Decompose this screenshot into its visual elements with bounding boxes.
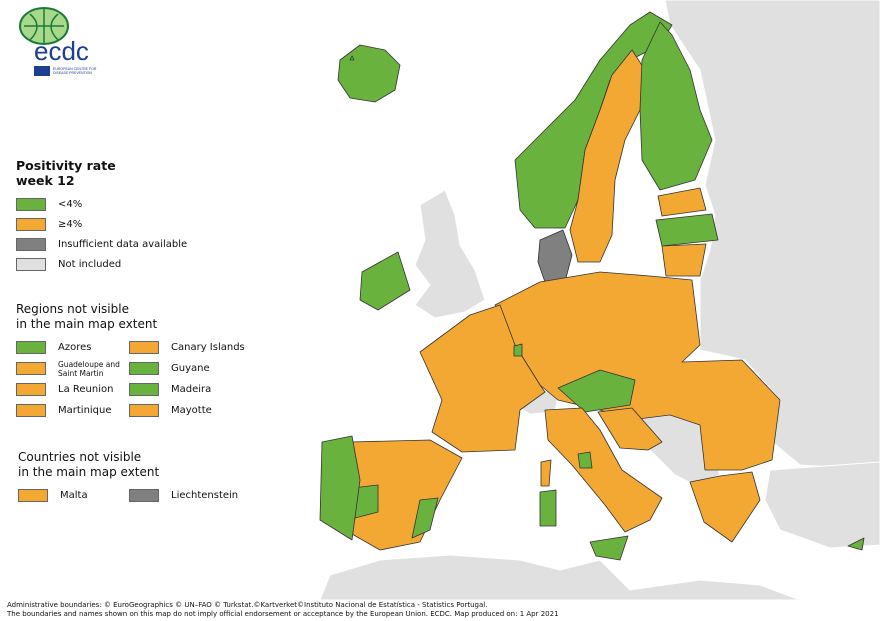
region-label: Madeira [171, 384, 212, 395]
regions-not-visible-legend: Regions not visible in the main map exte… [16, 302, 269, 418]
section-title: Regions not visible [16, 302, 129, 316]
positivity-legend: Positivity rate week 12 <4% ≥4% Insuffic… [16, 158, 187, 274]
legend-swatch [129, 362, 159, 375]
legend-swatch [16, 362, 46, 375]
map-region-norway-north [349, 55, 355, 61]
legend-swatch [129, 404, 159, 417]
legend-swatch [16, 341, 46, 354]
legend-swatch [129, 489, 159, 502]
legend-swatch [16, 404, 46, 417]
svg-text:DISEASE PREVENTION: DISEASE PREVENTION [53, 71, 92, 75]
map-region-corsica [540, 459, 552, 487]
map-region-cyprus [847, 537, 865, 551]
legend-swatch [16, 257, 46, 271]
country-label: Malta [60, 490, 88, 501]
map-region-croatia-slovenia [597, 407, 663, 451]
legend-title: Positivity rate [16, 158, 116, 173]
attribution-footer: Administrative boundaries: © EuroGeograp… [7, 601, 559, 619]
legend-swatch [129, 383, 159, 396]
section-subtitle: in the main map extent [16, 317, 158, 331]
region-item-madeira: Madeira [129, 382, 269, 397]
country-label: Liechtenstein [171, 490, 239, 501]
region-item-martinique: Martinique [16, 403, 129, 418]
map-region-sicily [589, 535, 629, 561]
country-item-liechtenstein: Liechtenstein [129, 488, 269, 503]
legend-label: ≥4% [58, 218, 83, 230]
legend-item: Insufficient data available [16, 234, 187, 254]
map-region-france [419, 304, 546, 453]
map-region-denmark [537, 229, 573, 283]
map-region-united-kingdom [414, 189, 486, 319]
region-label: Canary Islands [171, 342, 245, 353]
ecdc-logo: ecdc EUROPEAN CENTRE FOR DISEASE PREVENT… [14, 4, 110, 80]
map-region-umbria [577, 451, 593, 469]
region-label: Guyane [171, 363, 210, 374]
map-region-latvia [655, 213, 719, 247]
legend-swatch [16, 217, 46, 231]
svg-text:EUROPEAN CENTRE FOR: EUROPEAN CENTRE FOR [53, 67, 97, 71]
legend-swatch [129, 341, 159, 354]
map-region-lithuania [661, 243, 707, 277]
svg-text:ecdc: ecdc [34, 36, 89, 66]
map-region-sweden [569, 49, 646, 263]
map-region-central-eastern-europe [494, 271, 781, 471]
map-region-turkey [764, 461, 880, 549]
country-item-malta: Malta [18, 488, 129, 503]
map-region-portugal [319, 435, 361, 541]
region-item-canary-islands: Canary Islands [129, 340, 269, 355]
map-region-ireland [359, 251, 411, 311]
map-region-estonia [657, 187, 707, 217]
legend-swatch [18, 489, 48, 502]
map-region-north-africa [319, 554, 801, 601]
map-region-greece [689, 471, 761, 543]
section-title: Countries not visible [18, 450, 142, 464]
legend-item: ≥4% [16, 214, 187, 234]
region-item-azores: Azores [16, 340, 129, 355]
region-label: Guadeloupe and Saint Martin [58, 359, 120, 378]
footer-line-disclaimer: The boundaries and names shown on this m… [7, 610, 559, 618]
legend-label: <4% [58, 198, 83, 210]
map-region-finland [639, 21, 713, 191]
legend-label: Not included [58, 258, 122, 270]
legend-swatch [16, 197, 46, 211]
legend-label: Insufficient data available [58, 238, 188, 250]
legend-swatch [16, 237, 46, 251]
region-label: La Reunion [58, 384, 114, 395]
region-item-la-reunion: La Reunion [16, 382, 129, 397]
legend-subtitle: week 12 [16, 173, 75, 188]
globe-icon: ecdc EUROPEAN CENTRE FOR DISEASE PREVENT… [19, 7, 97, 76]
region-label: Azores [58, 342, 92, 353]
map-region-valencia [411, 497, 439, 539]
region-item-guyane: Guyane [129, 361, 269, 376]
legend-item: Not included [16, 254, 187, 274]
region-item-mayotte: Mayotte [129, 403, 269, 418]
legend-swatch [16, 383, 46, 396]
countries-not-visible-legend: Countries not visible in the main map ex… [18, 450, 269, 503]
footer-line-boundaries: Administrative boundaries: © EuroGeograp… [7, 601, 488, 609]
section-subtitle: in the main map extent [18, 465, 160, 479]
region-item-guadeloupe: Guadeloupe and Saint Martin [16, 359, 129, 378]
region-label: Mayotte [171, 405, 212, 416]
map-region-sardinia [539, 489, 557, 527]
map-region-italy [544, 407, 663, 533]
map-region-iceland [337, 44, 401, 103]
region-label: Martinique [58, 405, 112, 416]
map-region-luxembourg [513, 343, 523, 357]
legend-item: <4% [16, 194, 187, 214]
